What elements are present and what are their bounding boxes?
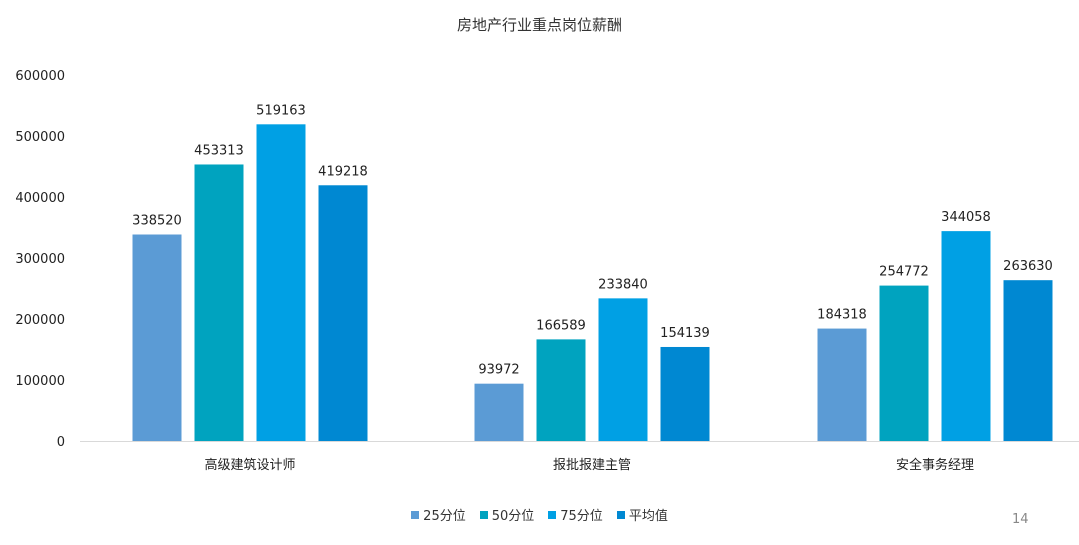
- data-label: 344058: [941, 210, 991, 225]
- bar: [660, 346, 710, 441]
- legend-swatch: [479, 510, 488, 519]
- bar: [598, 298, 648, 441]
- legend: 25分位 50分位 75分位 平均值: [0, 505, 1079, 524]
- page-number: 14: [1012, 512, 1029, 527]
- y-tick-label: 100000: [15, 374, 65, 389]
- legend-label: 50分位: [491, 509, 535, 524]
- data-label: 254772: [879, 265, 929, 280]
- y-tick-label: 600000: [15, 69, 65, 84]
- legend-label: 平均值: [628, 509, 668, 524]
- bar: [194, 164, 244, 441]
- data-label: 338520: [132, 214, 182, 229]
- data-label: 519163: [256, 103, 306, 118]
- x-tick-label: 高级建筑设计师: [204, 457, 295, 473]
- legend-label: 75分位: [560, 509, 603, 524]
- y-tick-label: 0: [57, 435, 65, 450]
- bar: [817, 328, 867, 441]
- y-tick-label: 300000: [15, 252, 65, 267]
- data-label: 263630: [1003, 259, 1053, 274]
- bar: [879, 285, 929, 441]
- x-tick-label: 安全事务经理: [896, 457, 974, 473]
- bar: [1003, 280, 1053, 441]
- bar: [256, 124, 306, 441]
- legend-label: 25分位: [423, 509, 466, 524]
- legend-item: 平均值: [616, 505, 668, 524]
- data-label: 184318: [817, 308, 867, 323]
- chart-title: 房地产行业重点岗位薪酬: [456, 16, 622, 34]
- y-tick-label: 500000: [15, 130, 65, 145]
- legend-item: 75分位: [548, 505, 603, 524]
- legend-item: 25分位: [411, 505, 466, 524]
- data-label: 233840: [598, 277, 648, 292]
- bar: [474, 383, 524, 441]
- x-tick-label: 报批报建主管: [553, 458, 631, 473]
- y-tick-label: 200000: [15, 313, 65, 328]
- legend-swatch: [548, 510, 557, 519]
- y-tick-label: 400000: [15, 191, 65, 206]
- data-label: 166589: [536, 318, 586, 333]
- bar: [536, 339, 586, 441]
- bar: [132, 234, 182, 441]
- data-label: 154139: [660, 326, 710, 341]
- bar: [318, 185, 368, 441]
- legend-item: 50分位: [479, 505, 535, 524]
- legend-swatch: [616, 510, 625, 519]
- data-label: 419218: [318, 164, 368, 179]
- bar: [941, 231, 991, 441]
- data-label: 453313: [194, 143, 244, 158]
- legend-swatch: [411, 510, 420, 519]
- data-label: 93972: [478, 363, 519, 378]
